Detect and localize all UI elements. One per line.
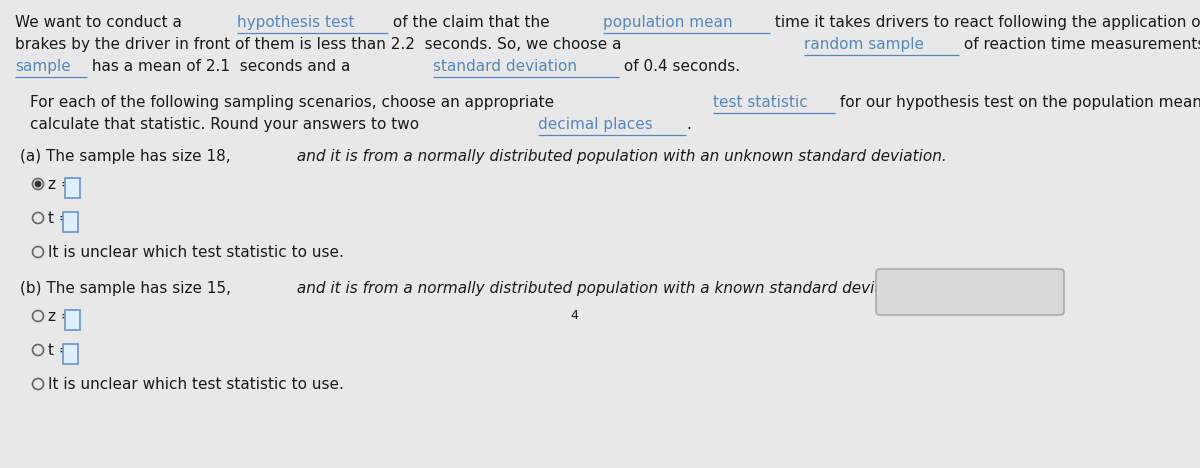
FancyBboxPatch shape (65, 310, 80, 330)
Text: decimal places: decimal places (539, 117, 653, 132)
Text: for our hypothesis test on the population mean.: for our hypothesis test on the populatio… (835, 95, 1200, 110)
Text: sample: sample (14, 59, 71, 74)
FancyBboxPatch shape (65, 178, 80, 198)
Text: t =: t = (48, 211, 72, 226)
Text: of 0.4 seconds.: of 0.4 seconds. (619, 59, 740, 74)
Text: 4: 4 (570, 309, 578, 322)
Text: standard deviation: standard deviation (433, 59, 577, 74)
Text: It is unclear which test statistic to use.: It is unclear which test statistic to us… (48, 245, 344, 260)
FancyBboxPatch shape (876, 269, 1064, 315)
Text: z =: z = (48, 309, 73, 324)
Text: ?: ? (982, 277, 991, 295)
Text: It is unclear which test statistic to use.: It is unclear which test statistic to us… (48, 377, 344, 392)
Text: .: . (686, 117, 691, 132)
Text: calculate that statistic. Round your answers to two: calculate that statistic. Round your ans… (30, 117, 424, 132)
Text: For each of the following sampling scenarios, choose an appropriate: For each of the following sampling scena… (30, 95, 559, 110)
FancyBboxPatch shape (64, 212, 78, 232)
FancyBboxPatch shape (64, 344, 78, 364)
Text: and it is from a normally distributed population with an unknown standard deviat: and it is from a normally distributed po… (292, 149, 947, 164)
Circle shape (35, 181, 41, 187)
Text: hypothesis test: hypothesis test (236, 15, 354, 30)
Text: population mean: population mean (604, 15, 733, 30)
Text: test statistic: test statistic (713, 95, 808, 110)
Text: of the claim that the: of the claim that the (389, 15, 554, 30)
Text: and it is from a normally distributed population with a known standard deviation: and it is from a normally distributed po… (293, 281, 977, 296)
Text: (b) The sample has size 15,: (b) The sample has size 15, (20, 281, 230, 296)
Text: has a mean of 2.1  seconds and a: has a mean of 2.1 seconds and a (86, 59, 355, 74)
Text: We want to conduct a: We want to conduct a (14, 15, 187, 30)
Text: ×: × (908, 277, 923, 295)
Text: of reaction time measurements.: of reaction time measurements. (959, 37, 1200, 52)
Text: t =: t = (48, 343, 72, 358)
Text: 5: 5 (946, 277, 956, 295)
Text: time it takes drivers to react following the application of: time it takes drivers to react following… (770, 15, 1200, 30)
Text: z =: z = (48, 177, 73, 192)
Text: (a) The sample has size 18,: (a) The sample has size 18, (20, 149, 230, 164)
Text: brakes by the driver in front of them is less than 2.2  seconds. So, we choose a: brakes by the driver in front of them is… (14, 37, 626, 52)
Text: random sample: random sample (804, 37, 924, 52)
